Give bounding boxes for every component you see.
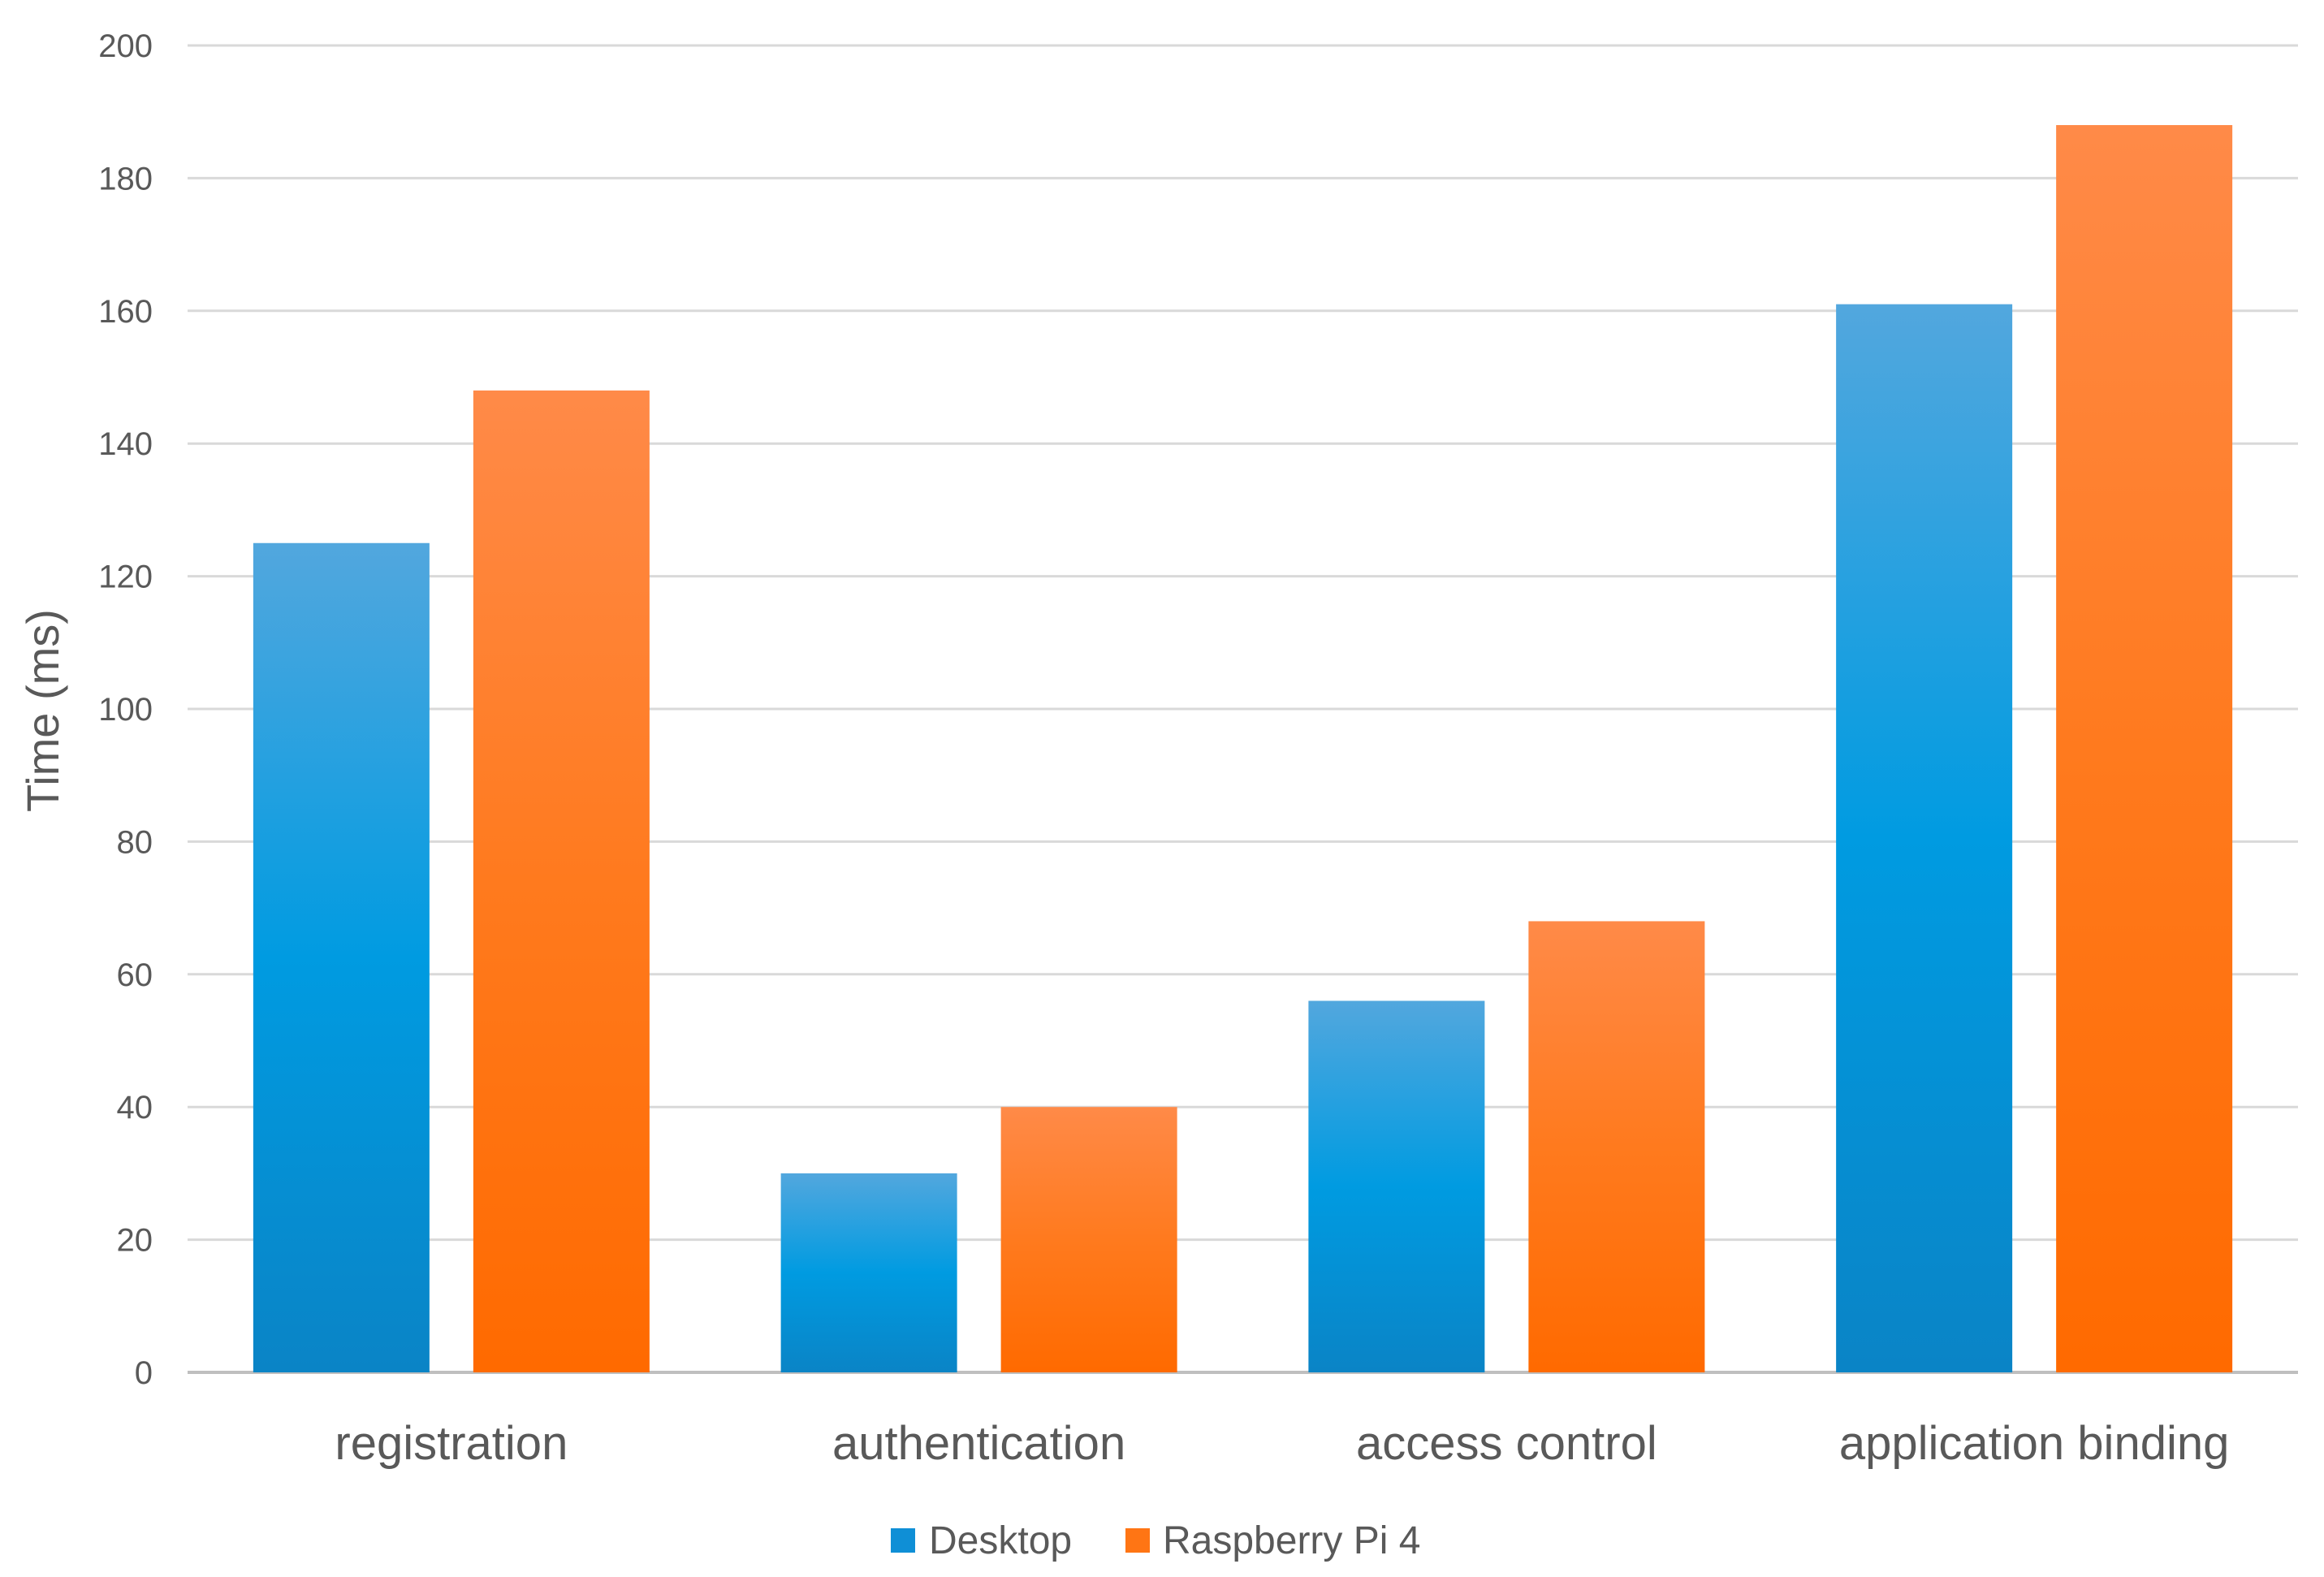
- legend-label: Desktop: [929, 1519, 1072, 1562]
- x-category-label: access control: [1356, 1417, 1657, 1470]
- legend: Desktop Raspberry Pi 4: [891, 1519, 1420, 1562]
- y-tick-label: 60: [117, 957, 153, 993]
- legend-label: Raspberry Pi 4: [1163, 1519, 1420, 1562]
- bar-desktop-registration: [253, 542, 430, 1372]
- bar-desktop-application-binding: [1836, 304, 2013, 1372]
- x-category-label: application binding: [1839, 1417, 2229, 1470]
- y-tick-label: 140: [98, 426, 153, 462]
- bar-desktop-authentication: [780, 1173, 957, 1372]
- y-axis-ticks: 0 20 40 60 80 100 120 140 160 180 200: [98, 28, 153, 1391]
- y-tick-label: 160: [98, 294, 153, 330]
- x-axis-categories: registration authentication access control…: [335, 1417, 2229, 1470]
- y-tick-label: 80: [117, 824, 153, 860]
- bar-desktop-access-control: [1308, 1000, 1485, 1372]
- y-tick-label: 20: [117, 1223, 153, 1259]
- y-axis-title: Time (ms): [17, 609, 68, 812]
- y-tick-label: 200: [98, 28, 153, 64]
- bar-raspberry-pi-4-authentication: [1000, 1107, 1177, 1372]
- bar-raspberry-pi-4-access-control: [1528, 921, 1705, 1372]
- legend-swatch: [1125, 1528, 1150, 1553]
- y-tick-label: 120: [98, 560, 153, 595]
- y-tick-label: 180: [98, 161, 153, 197]
- x-category-label: authentication: [832, 1417, 1125, 1470]
- y-tick-label: 40: [117, 1090, 153, 1126]
- bar-raspberry-pi-4-registration: [473, 390, 650, 1373]
- x-category-label: registration: [335, 1417, 568, 1470]
- y-tick-label: 0: [135, 1355, 153, 1391]
- legend-swatch: [891, 1528, 915, 1553]
- y-tick-label: 100: [98, 692, 153, 728]
- bars: [253, 125, 2233, 1373]
- bar-raspberry-pi-4-application-binding: [2056, 125, 2233, 1372]
